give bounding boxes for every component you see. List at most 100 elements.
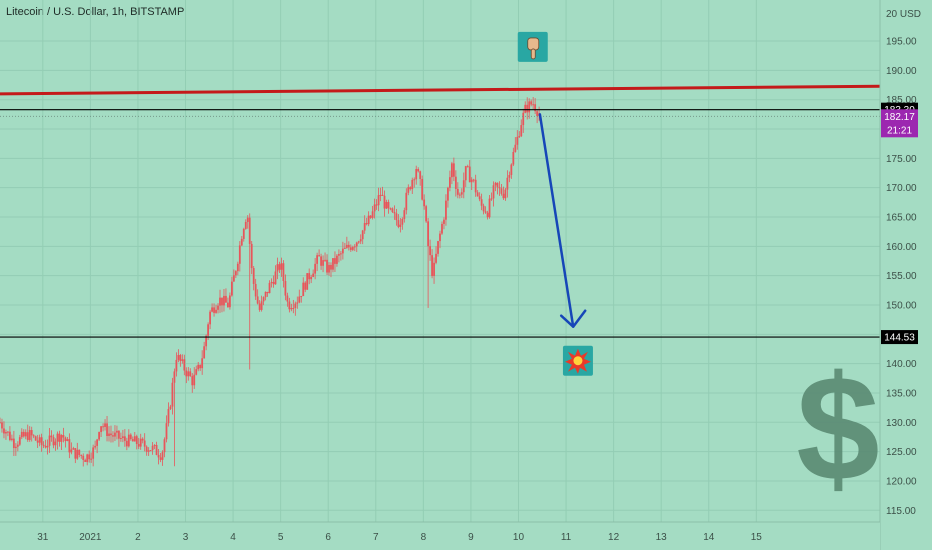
- price-axis-unit-label: 20 USD: [886, 9, 921, 20]
- candle-body: [403, 210, 406, 220]
- candle-body: [480, 199, 483, 206]
- candle-body: [9, 431, 11, 440]
- candle-body: [494, 182, 497, 186]
- candle-body: [181, 359, 184, 361]
- resistance-line: [0, 84, 881, 96]
- y-tick-label: 115.00: [886, 506, 916, 517]
- candle-body: [460, 192, 463, 195]
- candle-body: [387, 201, 390, 209]
- candle-body: [240, 238, 243, 246]
- candle-body: [500, 188, 503, 194]
- candle-body: [536, 111, 539, 117]
- y-tick-label: 140.00: [886, 359, 917, 370]
- candle-body: [227, 302, 229, 308]
- x-tick-label: 2021: [79, 532, 102, 543]
- candle-body: [48, 435, 51, 446]
- candle-body: [242, 228, 245, 239]
- candle-body: [260, 301, 263, 310]
- candle-body: [492, 185, 495, 199]
- y-tick-label: 155.00: [886, 271, 917, 282]
- candle-body: [64, 437, 67, 442]
- candle-body: [472, 179, 475, 181]
- candle-body: [266, 291, 269, 294]
- candle-body: [262, 297, 265, 302]
- candle-body: [338, 253, 340, 256]
- candle-body: [100, 426, 102, 433]
- candle-body: [137, 444, 140, 447]
- candle-body: [155, 444, 158, 455]
- candle-body: [306, 273, 309, 290]
- candle-body: [209, 311, 211, 325]
- candle-body: [177, 355, 180, 360]
- candle-body: [353, 246, 356, 248]
- candle-body: [211, 307, 213, 312]
- candle-body: [314, 263, 317, 274]
- candle-body: [286, 295, 289, 302]
- candle-body: [316, 255, 319, 264]
- candle-body: [504, 189, 507, 199]
- y-tick-label: 190.00: [886, 66, 917, 77]
- candle-body: [98, 432, 100, 440]
- candle-body: [308, 273, 311, 280]
- candle-body: [193, 374, 196, 386]
- candle-body: [270, 281, 273, 283]
- candle-body: [407, 187, 410, 193]
- candle-body: [439, 233, 441, 242]
- candle-body: [94, 445, 97, 448]
- candle-body: [524, 104, 527, 113]
- candle-body: [104, 423, 106, 427]
- candle-body: [163, 439, 166, 453]
- candle-body: [165, 423, 168, 440]
- candle-body: [254, 283, 257, 297]
- candle-body: [80, 454, 83, 456]
- candle-body: [290, 308, 293, 310]
- candle-body: [40, 437, 43, 445]
- candle-body: [534, 104, 537, 112]
- time-axis-background: [0, 522, 880, 550]
- candle-body: [50, 435, 53, 438]
- candle-body: [272, 281, 275, 285]
- candle-body: [88, 454, 91, 460]
- candle-body: [326, 259, 328, 273]
- candle-body: [66, 439, 69, 442]
- x-tick-label: 4: [230, 532, 236, 543]
- candle-body: [46, 445, 49, 448]
- collision-icon: [562, 345, 593, 376]
- projection-arrow-head: [559, 309, 587, 328]
- candle-body: [96, 439, 99, 446]
- candle-body: [268, 282, 271, 294]
- candle-body: [179, 355, 182, 361]
- candle-body: [108, 433, 110, 436]
- candle-body: [28, 430, 31, 440]
- candle-body: [173, 371, 176, 383]
- candle-body: [458, 194, 461, 196]
- candle-body: [106, 423, 108, 436]
- candle-body: [274, 271, 277, 285]
- candle-body: [24, 432, 27, 437]
- candle-body: [219, 297, 221, 306]
- candle-body: [391, 208, 394, 212]
- candle-body: [417, 169, 420, 172]
- candle-body: [530, 101, 533, 105]
- candle-body: [278, 264, 281, 270]
- candle-body: [447, 187, 449, 201]
- y-tick-label: 165.00: [886, 213, 917, 224]
- candle-body: [149, 450, 152, 452]
- candle-body: [435, 253, 437, 263]
- candle-body: [401, 219, 404, 225]
- candle-body: [389, 208, 392, 210]
- candle-body: [189, 371, 192, 377]
- candle-body: [229, 295, 231, 308]
- collision-core: [573, 356, 583, 366]
- candle-body: [70, 449, 73, 453]
- candle-body: [151, 445, 154, 451]
- candle-body: [375, 204, 378, 206]
- candle-body: [203, 346, 206, 359]
- candle-body: [217, 305, 219, 310]
- y-tick-label: 160.00: [886, 242, 917, 253]
- candle-body: [520, 125, 523, 137]
- candle-body: [359, 239, 362, 242]
- candle-body: [276, 264, 279, 272]
- candle-body: [498, 187, 501, 189]
